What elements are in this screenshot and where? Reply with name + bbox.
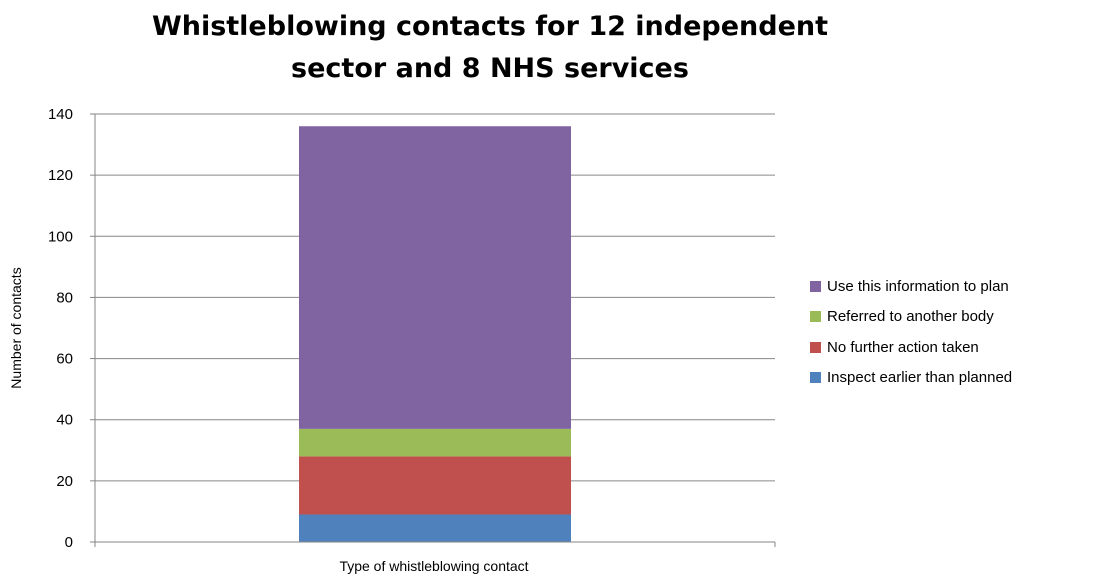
chart-title: Whistleblowing contacts for 12 independe…	[151, 11, 829, 84]
bar-segment-no-further-action-taken	[299, 456, 571, 515]
x-axis-title: Type of whistleblowing contact	[339, 558, 528, 574]
legend-swatch	[810, 372, 821, 384]
legend-label: No further action taken	[827, 338, 979, 356]
y-tick-label: 100	[48, 228, 73, 245]
y-tick-label: 80	[56, 289, 73, 306]
chart-legend: Use this information to plan Referred to …	[810, 276, 1012, 398]
y-axis-title: Number of contacts	[8, 267, 24, 388]
legend-swatch	[810, 311, 821, 323]
bar-segment-referred-to-another-body	[299, 428, 571, 457]
legend-swatch	[810, 280, 821, 292]
y-tick-label: 140	[48, 106, 73, 123]
legend-label: Use this information to plan	[827, 277, 1009, 295]
legend-item: No further action taken	[810, 337, 1012, 357]
y-tick-label: 20	[56, 473, 73, 490]
legend-label: Referred to another body	[827, 308, 994, 326]
legend-item: Inspect earlier than planned	[810, 368, 1012, 388]
legend-item: Referred to another body	[810, 307, 1012, 327]
bar-segment-inspect-earlier-than-planned	[299, 514, 571, 542]
y-tick-label: 120	[48, 167, 73, 184]
y-tick-label: 0	[65, 534, 73, 551]
y-tick-label: 40	[56, 412, 73, 429]
legend-swatch	[810, 341, 821, 353]
legend-item: Use this information to plan	[810, 276, 1012, 296]
y-tick-label: 60	[56, 351, 73, 368]
legend-label: Inspect earlier than planned	[827, 369, 1013, 387]
bar-segment-use-this-information-to-plan	[299, 126, 571, 429]
